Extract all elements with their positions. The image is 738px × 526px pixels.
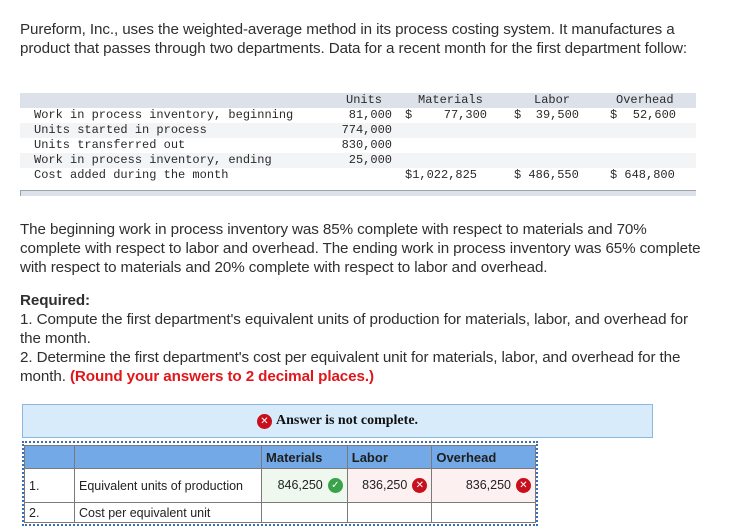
row-number: 2.	[23, 502, 76, 523]
row-label: Units transferred out	[34, 138, 186, 152]
answer-table-header: Materials Labor Overhead	[23, 445, 536, 469]
check-circle-icon: ✓	[327, 478, 343, 494]
x-circle-icon: ✕	[256, 413, 272, 429]
row-label: Units started in process	[34, 123, 207, 137]
units-value: 830,000	[341, 138, 392, 152]
required-item-2-text: 2. Determine the first department's cost…	[20, 349, 681, 385]
table-row: 1. Equivalent units of production 846,25…	[23, 468, 536, 503]
header-materials: Materials	[418, 93, 483, 107]
materials-eu-value[interactable]: 846,250	[277, 477, 323, 492]
units-value: 774,000	[341, 123, 392, 137]
required-item-2: 2. Determine the first department's cost…	[20, 348, 710, 386]
header-blank	[23, 445, 76, 469]
row-label: Work in process inventory, beginning	[34, 108, 294, 122]
table-row: Work in process inventory, beginning 81,…	[20, 108, 696, 123]
table-row: Units started in process 774,000	[20, 123, 696, 138]
rounding-note: (Round your answers to 2 decimal places.…	[69, 368, 374, 385]
required-item-1: 1. Compute the first department's equiva…	[20, 311, 688, 347]
answer-status-banner: ✕ Answer is not complete.	[22, 404, 653, 438]
completion-text: The beginning work in process inventory …	[20, 221, 701, 276]
required-section: Required: 1. Compute the first departmen…	[20, 291, 710, 386]
materials-cost-input[interactable]	[261, 502, 348, 523]
overhead-eu-value[interactable]: 836,250	[465, 477, 511, 492]
row-description: Equivalent units of production	[74, 468, 263, 503]
labor-eu-input[interactable]: 836,250 ✕	[346, 468, 433, 503]
header-blank	[74, 445, 263, 469]
table-row: 2. Cost per equivalent unit	[23, 502, 536, 523]
header-overhead: Overhead	[616, 93, 674, 107]
banner-text: Answer is not complete.	[275, 413, 419, 428]
overhead-value: 52,600	[632, 108, 676, 122]
x-circle-icon: ✕	[412, 478, 428, 494]
materials-total: $1,022,825	[405, 168, 478, 182]
row-description: Cost per equivalent unit	[74, 502, 263, 523]
data-table: Units Materials Labor Overhead Work in p…	[20, 93, 696, 183]
header-overhead: Overhead	[431, 445, 536, 469]
labor-value: 39,500	[535, 108, 579, 122]
answer-table-container: Materials Labor Overhead 1. Equivalent u…	[22, 441, 538, 526]
table-footer-bar	[20, 190, 696, 196]
table-row: Cost added during the month $1,022,825 $…	[20, 168, 696, 183]
header-units: Units	[346, 93, 383, 107]
labor-cost-input[interactable]	[346, 502, 433, 523]
row-label: Work in process inventory, ending	[34, 153, 272, 167]
materials-eu-input[interactable]: 846,250 ✓	[261, 468, 348, 503]
answer-table: Materials Labor Overhead 1. Equivalent u…	[23, 445, 536, 523]
row-label: Cost added during the month	[34, 168, 229, 182]
data-table-header: Units Materials Labor Overhead	[20, 93, 696, 108]
intro-text: Pureform, Inc., uses the weighted-averag…	[20, 21, 687, 57]
materials-value: 77,300	[443, 108, 487, 122]
dollar-sign: $	[514, 108, 522, 122]
labor-total: $ 486,550	[514, 168, 579, 182]
table-row: Work in process inventory, ending 25,000	[20, 153, 696, 168]
overhead-total: $ 648,800	[610, 168, 675, 182]
labor-eu-value[interactable]: 836,250	[362, 477, 408, 492]
dollar-sign: $	[405, 108, 413, 122]
units-value: 81,000	[348, 108, 392, 122]
x-circle-icon: ✕	[516, 478, 531, 494]
header-labor: Labor	[346, 445, 433, 469]
header-materials: Materials	[261, 445, 348, 469]
header-labor: Labor	[534, 93, 571, 107]
units-value: 25,000	[348, 153, 392, 167]
overhead-eu-input[interactable]: 836,250 ✕	[431, 468, 536, 503]
required-title: Required:	[20, 292, 90, 309]
overhead-cost-input[interactable]	[431, 502, 536, 523]
table-row: Units transferred out 830,000	[20, 138, 696, 153]
dollar-sign: $	[610, 108, 618, 122]
row-number: 1.	[23, 468, 76, 503]
